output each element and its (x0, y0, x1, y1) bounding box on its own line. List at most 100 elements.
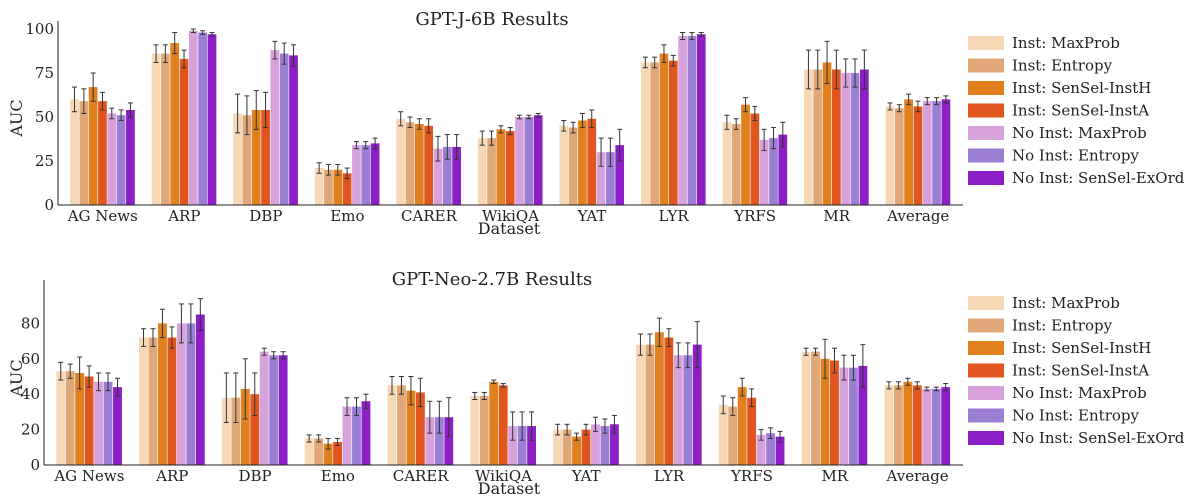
bar (505, 131, 515, 205)
bar (470, 395, 480, 465)
bar (126, 109, 135, 205)
bar (251, 109, 261, 205)
legend-label: No Inst: SenSel-ExOrd (1012, 429, 1185, 447)
bar (94, 381, 103, 465)
bar (314, 168, 324, 205)
bar (406, 390, 416, 465)
y-tick-label: 80 (21, 314, 40, 332)
x-tick-label: YAT (571, 467, 601, 485)
bar (932, 101, 941, 205)
bar (687, 36, 697, 205)
bar (84, 376, 94, 465)
legend-swatch (968, 58, 1004, 73)
bar (553, 429, 563, 465)
bar (352, 145, 361, 205)
legend-label: Inst: SenSel-InstH (1012, 339, 1151, 357)
legend-label: No Inst: MaxProb (1012, 384, 1147, 402)
bar (452, 146, 461, 205)
bar (496, 129, 506, 205)
legend-swatch (968, 171, 1004, 185)
x-tick-label: MR (821, 467, 848, 485)
bar (113, 387, 122, 465)
bar (161, 53, 170, 205)
bar (361, 145, 371, 205)
bar (515, 117, 524, 205)
bar (352, 406, 361, 465)
legend-swatch (968, 386, 1004, 400)
bar (731, 124, 741, 205)
bar (756, 434, 766, 465)
legend-label: Inst: Entropy (1012, 57, 1113, 75)
x-tick-label: DBP (249, 207, 282, 225)
bar (884, 385, 894, 465)
bar (270, 50, 280, 206)
y-tick-label: 0 (30, 456, 40, 474)
bar (941, 387, 951, 465)
legend-swatch (968, 126, 1004, 140)
bar (913, 106, 923, 205)
bar (250, 394, 260, 465)
bar (442, 146, 452, 205)
bar (116, 115, 126, 205)
bar (804, 69, 813, 205)
bar (832, 69, 841, 205)
bar (609, 424, 619, 465)
bar (850, 73, 860, 205)
bar (261, 109, 270, 205)
bar (489, 381, 499, 465)
y-axis-label: AUC (7, 359, 26, 397)
bar (433, 148, 443, 205)
bar (587, 118, 597, 205)
bar (361, 401, 371, 465)
legend-label: Inst: SenSel-InstH (1012, 79, 1151, 97)
x-tick-label: ARP (155, 467, 188, 485)
legend-label: No Inst: Entropy (1012, 407, 1139, 425)
bar (56, 371, 66, 465)
legend-swatch (968, 148, 1004, 163)
bar (636, 344, 645, 465)
bar (893, 385, 903, 465)
bar (170, 43, 180, 205)
bar (139, 337, 148, 465)
bar (769, 138, 778, 205)
bar (207, 34, 217, 205)
bar (741, 104, 750, 205)
y-tick-label: 75 (35, 64, 54, 82)
gptneo-chart-panel: GPT-Neo-2.7B Results AUC Dataset 0 20 40 60… (7, 269, 1185, 497)
bar (696, 34, 706, 205)
x-tick-label: YRFS (733, 207, 776, 225)
bar (747, 397, 757, 465)
y-tick-label: 0 (44, 196, 54, 214)
bar (578, 120, 587, 205)
bar (839, 367, 849, 465)
bar (527, 426, 537, 465)
bar (221, 397, 231, 465)
legend-swatch (968, 36, 1004, 50)
bar (231, 397, 241, 465)
x-tick-label: Emo (321, 467, 355, 485)
bar (188, 30, 198, 206)
bar (415, 392, 425, 465)
bar (324, 169, 333, 205)
x-tick-label: LYR (654, 467, 685, 485)
legend-label: Inst: SenSel-InstA (1012, 362, 1149, 380)
x-tick-label: WikiQA (482, 207, 539, 225)
bar (167, 337, 177, 465)
bar (650, 62, 660, 205)
bar (737, 387, 747, 465)
bar (813, 69, 823, 205)
bar (70, 99, 79, 205)
bar (811, 351, 820, 465)
bar (801, 351, 811, 465)
chart-title: GPT-J-6B Results (415, 9, 568, 30)
bar (912, 385, 922, 465)
bar (581, 429, 591, 465)
bar (333, 169, 343, 205)
x-tick-label: AG News (67, 207, 138, 225)
bar (568, 127, 578, 205)
bar (370, 143, 380, 205)
bar (342, 173, 352, 205)
legend-label: Inst: Entropy (1012, 317, 1113, 335)
bar (233, 113, 242, 205)
bar (103, 381, 113, 465)
